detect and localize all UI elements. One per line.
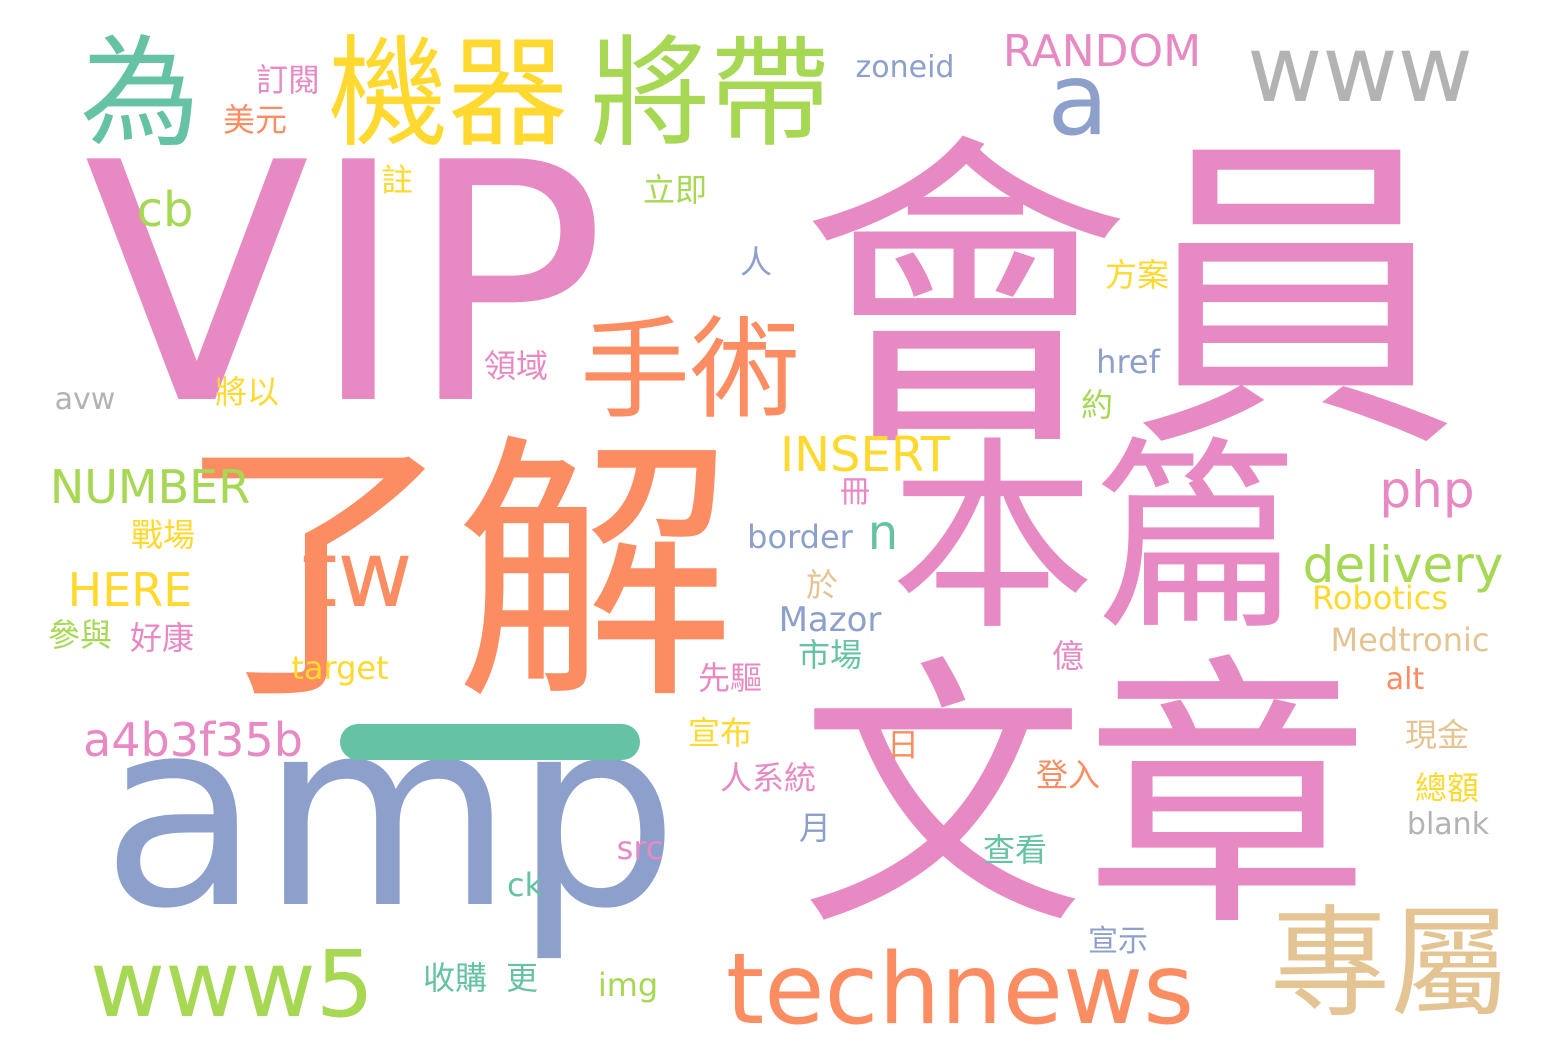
word-delivery: delivery [1302, 536, 1504, 594]
word-yi: 億 [1051, 637, 1085, 675]
word-shougou: 收購 [422, 959, 488, 997]
word-number: NUMBER [49, 460, 251, 514]
word-alt: alt [1385, 662, 1425, 697]
word-shichang: 市場 [797, 636, 863, 674]
word-chakan: 查看 [982, 831, 1048, 869]
word-liji: 立即 [642, 171, 708, 209]
word-zonge: 總額 [1414, 769, 1480, 807]
word-xuanbu: 宣布 [687, 714, 753, 752]
word-zoneid: zoneid [855, 50, 955, 85]
word-here: HERE [67, 563, 193, 617]
word-benpian: 本篇 [890, 420, 1300, 659]
word-cb: cb [136, 182, 194, 238]
word-ren: 人 [739, 243, 773, 281]
word-tw: tw [301, 521, 413, 628]
word-border: border [747, 518, 853, 556]
word-wenzhang: 文章 [800, 633, 1370, 966]
word-n: n [867, 505, 899, 561]
word-www5: www5 [89, 931, 375, 1038]
word-dingyue: 訂閱 [255, 61, 321, 99]
word-wei: 為 [80, 25, 200, 164]
word-avw: avw [54, 382, 116, 417]
word-jiangdai: 將帶 [590, 25, 830, 164]
word-huiyuan: 會員 [800, 108, 1460, 492]
word-ck: ck [506, 866, 544, 904]
word-renxitong: 人系統 [719, 759, 817, 797]
word-href: href [1096, 343, 1160, 381]
word-shoushu: 手術 [580, 306, 800, 434]
word-fangan: 方案 [1104, 256, 1170, 294]
word-zhanchang: 戰場 [130, 516, 196, 554]
word-a: a [1047, 41, 1109, 158]
word-vip: VIP [83, 93, 607, 477]
word-img: img [597, 966, 659, 1004]
word-xianjin: 現金 [1404, 716, 1470, 754]
word-xianqu: 先驅 [697, 659, 763, 697]
word-geng: 更 [505, 959, 539, 997]
word-zhu: 註 [380, 161, 414, 199]
word-medtronic: Medtronic [1330, 621, 1490, 659]
word-yue1: 約 [1080, 386, 1114, 424]
word-dengru: 登入 [1035, 756, 1101, 794]
word-jiangyi: 將以 [214, 373, 280, 411]
word-www: www [1247, 16, 1473, 123]
word-jiqi: 機器 [328, 25, 568, 164]
word-meiyuan: 美元 [222, 101, 288, 139]
word-canyu: 參與 [47, 616, 113, 654]
word-src: src [616, 829, 664, 867]
word-php: php [1379, 461, 1475, 519]
word-mazor: Mazor [778, 600, 882, 640]
word-a4b3f35b: a4b3f35b [83, 713, 303, 767]
word-technews: technews [725, 933, 1195, 1047]
word-yue2: 月 [798, 809, 832, 847]
word-long-dash [340, 724, 640, 760]
word-liaojie: 了解 [175, 412, 735, 738]
word-ri: 日 [886, 726, 920, 764]
word-insert: INSERT [779, 427, 951, 483]
word-yu: 於 [805, 566, 839, 604]
word-robotics: Robotics [1312, 579, 1448, 617]
word-lingyu: 領域 [483, 347, 549, 385]
word-zhuanshu: 專屬 [1270, 895, 1510, 1034]
word-target: target [291, 649, 389, 687]
word-random: RANDOM [1002, 26, 1202, 77]
word-haokang: 好康 [129, 619, 195, 657]
word-xuanshi: 宣示 [1088, 924, 1148, 959]
word-ce: 冊 [840, 475, 870, 510]
word-blank: blank [1406, 807, 1490, 842]
